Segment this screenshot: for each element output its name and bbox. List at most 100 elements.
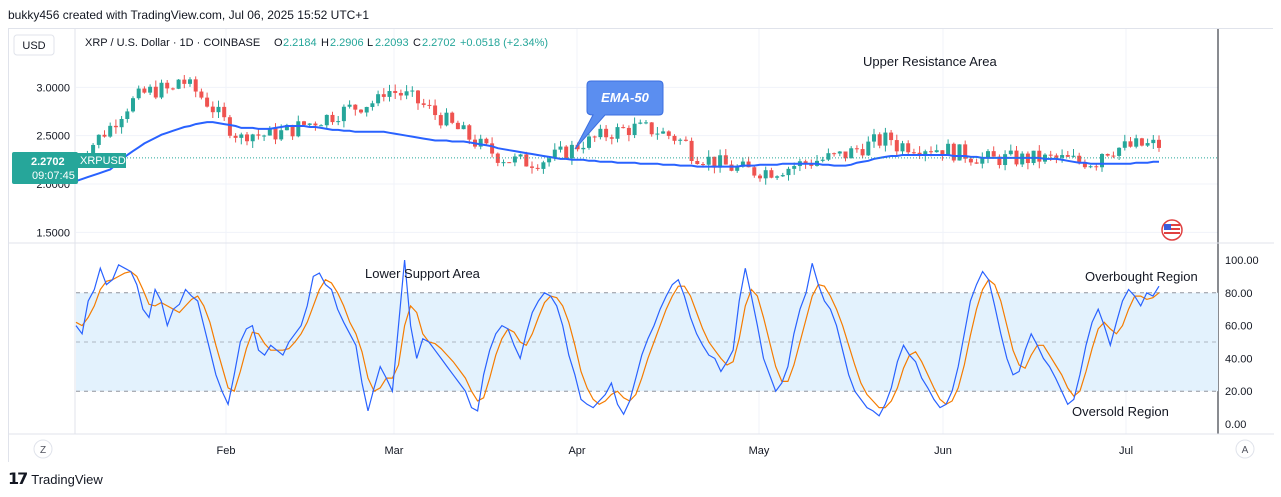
candle-body xyxy=(683,139,688,141)
candle-body xyxy=(775,176,780,178)
zoom-button[interactable] xyxy=(33,439,53,459)
price-badge-countdown: 09:07:45 xyxy=(32,170,75,182)
candle-body xyxy=(615,127,620,139)
candle-body xyxy=(587,136,591,148)
candle-body xyxy=(678,139,683,141)
candle-body xyxy=(826,153,831,160)
stoch-tick-label: 40.00 xyxy=(1225,353,1253,365)
price-tick-label: 2.5000 xyxy=(36,131,70,143)
candle-body xyxy=(233,135,238,138)
candle-body xyxy=(364,106,369,113)
candle-body xyxy=(1128,141,1133,147)
candle-body xyxy=(159,82,164,98)
stoch-d-line[interactable] xyxy=(75,270,1160,409)
time-tick-label: Jun xyxy=(934,445,952,457)
candle-body xyxy=(267,127,272,136)
candle-body xyxy=(484,138,489,144)
candle-body xyxy=(170,88,175,90)
candle-body xyxy=(1105,153,1110,156)
high-label: H xyxy=(321,37,329,49)
candle-body xyxy=(501,162,506,164)
candle-body xyxy=(455,122,460,130)
symbol-tag-bg xyxy=(76,153,126,168)
candle-body xyxy=(245,134,249,142)
candle-body xyxy=(239,134,244,138)
candle-body xyxy=(182,79,187,84)
candle-body xyxy=(176,79,181,89)
symbol-tag: XRPUSD xyxy=(80,155,126,167)
candle-body xyxy=(410,90,415,92)
candle-body xyxy=(923,151,928,155)
candle-body xyxy=(353,104,358,110)
us-flag-icon[interactable] xyxy=(1161,219,1183,241)
auto-scale-button[interactable] xyxy=(1235,439,1255,459)
candle-body xyxy=(758,175,762,179)
candle-body xyxy=(530,166,534,168)
currency-button[interactable] xyxy=(13,34,55,56)
ema-callout-label: EMA-50 xyxy=(601,90,649,105)
candle-body xyxy=(672,135,677,141)
open-value: 2.2184 xyxy=(283,37,317,49)
candle-body xyxy=(193,79,198,92)
candle-body xyxy=(438,115,443,126)
ema50-line[interactable] xyxy=(75,121,1159,183)
candle-body xyxy=(649,122,654,135)
candle-body xyxy=(877,134,882,146)
time-tick-label: Mar xyxy=(385,445,404,457)
open-label: O xyxy=(274,37,283,49)
candle-body xyxy=(872,134,876,142)
candle-body xyxy=(148,86,153,93)
candle-body xyxy=(569,144,574,159)
candle-body xyxy=(381,94,386,97)
candle-body xyxy=(307,123,312,125)
candle-body xyxy=(1054,155,1059,158)
candle-body xyxy=(113,125,118,128)
candle-body xyxy=(552,149,557,159)
candle-body xyxy=(547,158,552,163)
candle-body xyxy=(165,82,170,89)
candle-body xyxy=(188,79,192,84)
candle-body xyxy=(490,143,495,154)
candle-body xyxy=(1157,139,1161,148)
candle-body xyxy=(718,155,723,168)
time-tick-label: May xyxy=(749,445,770,457)
candle-body xyxy=(142,88,147,93)
currency-button-label: USD xyxy=(22,40,45,52)
candle-body xyxy=(131,98,135,112)
tradingview-logo-icon[interactable]: 𝟭𝟳 xyxy=(8,471,28,488)
zoom-button-label: Z xyxy=(40,445,46,456)
candle-body xyxy=(604,128,609,138)
close-value: 2.2702 xyxy=(422,37,456,49)
candle-body xyxy=(279,130,284,140)
candle-body xyxy=(946,143,951,156)
candle-body xyxy=(296,121,301,137)
candle-body xyxy=(1151,139,1156,144)
candle-body xyxy=(1060,155,1065,158)
candle-body xyxy=(843,151,848,159)
candle-body xyxy=(1111,155,1116,157)
candle-body xyxy=(575,144,580,150)
candle-body xyxy=(860,149,865,156)
candle-body xyxy=(934,150,939,153)
stoch-k-line[interactable] xyxy=(75,259,1160,417)
candle-body xyxy=(837,151,842,154)
chart-canvas[interactable]: USD XRP / U.S. Dollar · 1D · COINBASE O … xyxy=(9,29,1274,463)
stoch-axis[interactable]: 100.00 80.00 60.00 40.00 20.00 0.00 xyxy=(1225,255,1259,431)
candle-body xyxy=(393,91,398,93)
candle-body xyxy=(416,90,420,104)
candle-body xyxy=(832,153,837,155)
footer-brand[interactable]: TradingView xyxy=(31,471,103,487)
time-axis[interactable]: Feb Mar Apr May Jun Jul xyxy=(217,445,1134,457)
candle-body xyxy=(324,114,329,126)
candle-body xyxy=(564,146,569,159)
candle-body xyxy=(1082,161,1087,168)
candle-body xyxy=(598,128,603,138)
candle-body xyxy=(108,125,113,137)
candle-body xyxy=(507,162,512,164)
candle-body xyxy=(119,118,124,128)
candle-body xyxy=(330,114,335,123)
price-tick-label: 3.0000 xyxy=(36,82,70,94)
overbought-label: Overbought Region xyxy=(1085,269,1198,284)
candle-body xyxy=(535,167,540,169)
